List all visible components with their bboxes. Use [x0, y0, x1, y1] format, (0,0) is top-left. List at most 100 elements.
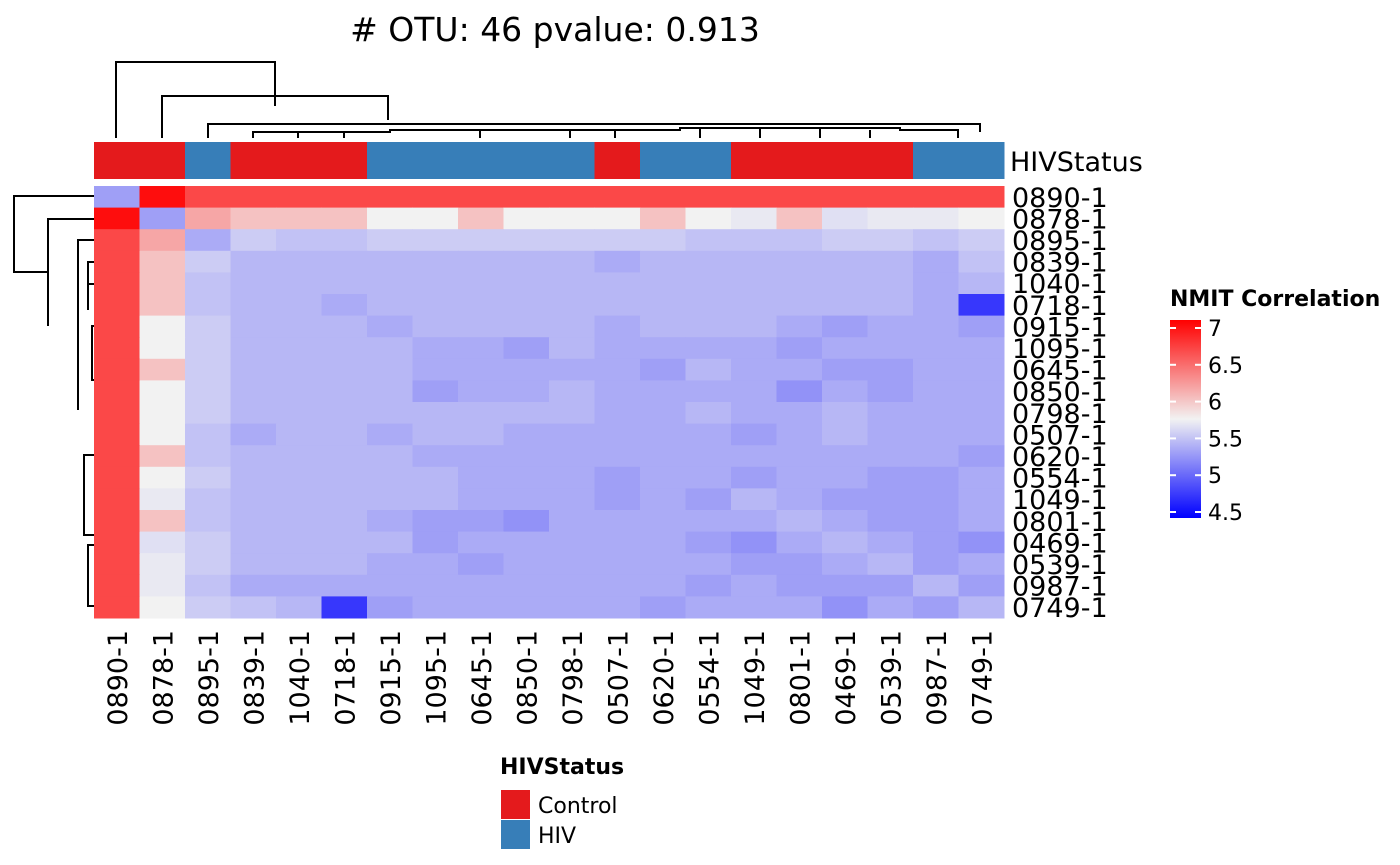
heatmap-cell	[458, 337, 504, 360]
heatmap-cell	[276, 510, 322, 533]
heatmap-cell	[412, 250, 459, 273]
heatmap-cell	[867, 445, 914, 468]
column-label: 0890-1	[103, 630, 134, 726]
heatmap-cell	[458, 229, 504, 252]
heatmap-cell	[685, 186, 732, 209]
heatmap-cell	[594, 510, 641, 533]
heatmap-cell	[94, 402, 140, 425]
heatmap-cell	[822, 488, 868, 511]
heatmap-cell	[230, 186, 277, 209]
heatmap-cell	[367, 596, 413, 619]
heatmap-cell	[94, 250, 140, 273]
column-label: 0539-1	[876, 630, 907, 726]
heatmap-cell	[503, 488, 550, 511]
heatmap-cell	[94, 574, 140, 597]
heatmap-cell	[412, 553, 459, 576]
column-label: 0839-1	[239, 630, 270, 726]
heatmap-cell	[503, 272, 550, 295]
heatmap-cell	[185, 229, 231, 252]
heatmap-cell	[458, 531, 504, 554]
heatmap-cell	[185, 250, 231, 273]
heatmap-cell	[958, 229, 1005, 252]
heatmap-cell	[685, 553, 732, 576]
heatmap-cell	[731, 423, 777, 446]
heatmap-cell	[958, 466, 1005, 489]
heatmap-cell	[913, 510, 959, 533]
heatmap-cell	[640, 315, 686, 338]
heatmap-cell	[185, 488, 231, 511]
heatmap-cell	[731, 402, 777, 425]
hiv-status-annotation-bar	[94, 142, 1005, 179]
heatmap-cell	[185, 358, 231, 381]
row-label: 0878-1	[1012, 204, 1108, 235]
heatmap-cell	[458, 358, 504, 381]
heatmap-cell	[367, 272, 413, 295]
heatmap-cell	[958, 337, 1005, 360]
annotation-cell	[731, 142, 777, 179]
heatmap-cell	[458, 553, 504, 576]
heatmap-cell	[913, 337, 959, 360]
heatmap-cell	[822, 207, 868, 230]
annotation-cell	[276, 142, 322, 179]
heatmap-cell	[594, 337, 641, 360]
heatmap-cell	[640, 186, 686, 209]
heatmap-cell	[958, 315, 1005, 338]
heatmap-cell	[640, 510, 686, 533]
heatmap-cell	[94, 272, 140, 295]
heatmap-cell	[594, 229, 641, 252]
heatmap-cell	[185, 553, 231, 576]
heatmap-cell	[503, 574, 550, 597]
color-scale-bar	[1170, 320, 1201, 518]
heatmap-cell	[549, 423, 595, 446]
heatmap-cell	[412, 358, 459, 381]
heatmap-cell	[822, 358, 868, 381]
heatmap-cell	[776, 488, 823, 511]
heatmap-cell	[822, 229, 868, 252]
heatmap-cell	[230, 445, 277, 468]
column-dendrogram	[115, 61, 981, 138]
heatmap-cell	[412, 315, 459, 338]
heatmap-cell	[458, 466, 504, 489]
heatmap-cell	[776, 294, 823, 317]
heatmap-cell	[958, 596, 1005, 619]
heatmap-cell	[867, 574, 914, 597]
heatmap-cell	[185, 596, 231, 619]
heatmap-cell	[412, 466, 459, 489]
heatmap-cell	[867, 272, 914, 295]
heatmap-cell	[549, 272, 595, 295]
heatmap-cell	[640, 445, 686, 468]
heatmap-cell	[685, 531, 732, 554]
heatmap-cell	[230, 337, 277, 360]
heatmap-cell	[958, 380, 1005, 403]
heatmap-cell	[503, 553, 550, 576]
heatmap-cell	[731, 596, 777, 619]
heatmap-cell	[412, 596, 459, 619]
column-label: 0878-1	[148, 630, 179, 726]
heatmap-cell	[549, 229, 595, 252]
heatmap-cell	[913, 488, 959, 511]
heatmap-cell	[731, 272, 777, 295]
heatmap-cell	[367, 574, 413, 597]
heatmap-cell	[276, 423, 322, 446]
heatmap-cell	[685, 207, 732, 230]
annotation-cell	[867, 142, 914, 179]
column-label: 0718-1	[330, 630, 361, 726]
heatmap-cell	[139, 423, 186, 446]
heatmap-cell	[776, 250, 823, 273]
heatmap-cell	[867, 250, 914, 273]
heatmap-cell	[913, 250, 959, 273]
heatmap-cell	[867, 337, 914, 360]
heatmap-cell	[958, 250, 1005, 273]
heatmap-cell	[139, 337, 186, 360]
heatmap-cell	[503, 402, 550, 425]
heatmap-cell	[503, 207, 550, 230]
heatmap-cell	[230, 466, 277, 489]
heatmap-cell	[913, 207, 959, 230]
heatmap-cell	[958, 510, 1005, 533]
legend-swatch-hiv	[501, 820, 530, 849]
heatmap-cell	[640, 337, 686, 360]
heatmap-cell	[776, 510, 823, 533]
heatmap-cell	[230, 488, 277, 511]
heatmap-cell	[412, 229, 459, 252]
heatmap-cell	[94, 229, 140, 252]
